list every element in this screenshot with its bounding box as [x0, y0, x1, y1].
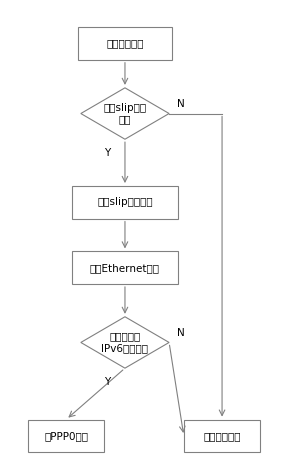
Text: 从PPP0转发: 从PPP0转发 [44, 431, 88, 441]
Text: Y: Y [104, 377, 110, 387]
FancyBboxPatch shape [184, 420, 260, 452]
FancyBboxPatch shape [78, 27, 172, 60]
Text: Y: Y [104, 148, 110, 158]
Text: 串口收到数据: 串口收到数据 [106, 39, 144, 48]
Text: 丢弃该数据包: 丢弃该数据包 [203, 431, 241, 441]
FancyBboxPatch shape [72, 186, 178, 219]
Text: 解析Ethernet帧头: 解析Ethernet帧头 [90, 263, 160, 273]
FancyBboxPatch shape [28, 420, 104, 452]
Text: 是否slip格式
数据: 是否slip格式 数据 [103, 103, 146, 125]
FancyBboxPatch shape [72, 251, 178, 284]
Text: 是否标准的
IPv6格式报文: 是否标准的 IPv6格式报文 [102, 332, 148, 353]
Text: 解析slip数据帧头: 解析slip数据帧头 [97, 197, 153, 207]
Text: N: N [177, 328, 185, 338]
Text: N: N [177, 99, 185, 109]
Polygon shape [81, 88, 169, 139]
Polygon shape [81, 317, 169, 368]
